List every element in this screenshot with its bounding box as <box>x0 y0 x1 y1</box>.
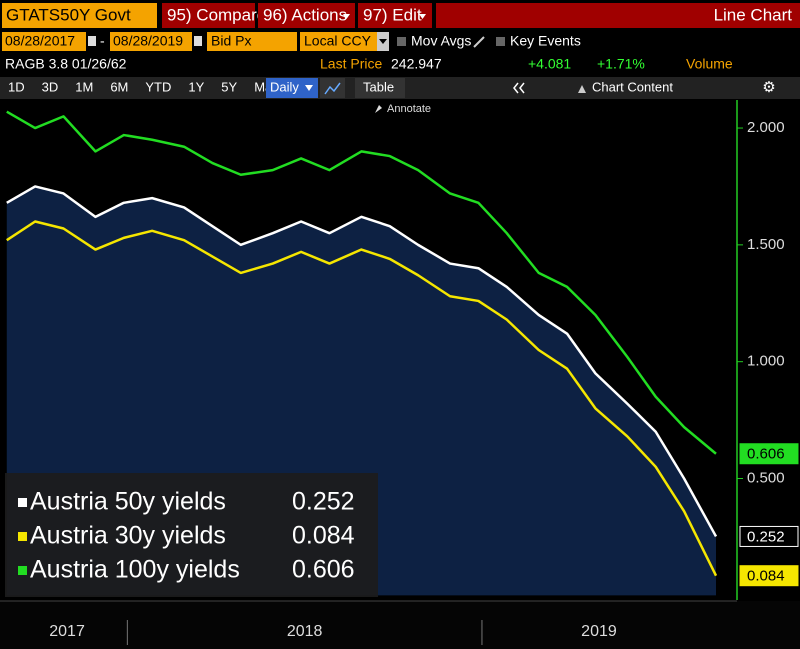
change: +4.081 <box>528 56 571 72</box>
last-value-label: 0.606 <box>747 446 785 463</box>
x-tick-label: 2019 <box>581 623 617 640</box>
last-value-box <box>739 525 799 547</box>
chart-content: Chart Content <box>592 79 673 94</box>
collapse-icon[interactable] <box>513 82 525 94</box>
line <box>6 110 717 455</box>
annotate[interactable]: Annotate <box>387 103 431 115</box>
last-value-box <box>739 565 799 587</box>
caret <box>343 14 350 19</box>
mov-avgs: Mov Avgs <box>411 33 471 49</box>
x-tick-label: 2018 <box>287 623 323 640</box>
frequency: Daily <box>270 79 299 94</box>
currency: Local CCY <box>304 33 372 49</box>
date-sep: - <box>100 33 105 49</box>
checkbox[interactable] <box>496 37 505 46</box>
last-price-label: Last Price <box>320 56 382 72</box>
security: GTATS50Y Govt <box>6 5 131 24</box>
caret <box>379 39 387 44</box>
actions: 96) Actions <box>263 5 347 24</box>
key-events: Key Events <box>510 33 581 49</box>
line <box>6 220 718 577</box>
calendar-icon[interactable] <box>88 36 96 46</box>
field: Bid Px <box>211 33 251 49</box>
x-axis-area <box>0 601 800 649</box>
legend-name: Austria 30y yields <box>30 522 226 550</box>
table-btn[interactable] <box>355 78 405 98</box>
end-date-box[interactable] <box>110 32 192 51</box>
view: Line Chart <box>714 5 793 24</box>
legend-value: 0.084 <box>292 522 355 550</box>
actions-btn[interactable] <box>258 3 355 28</box>
range-button[interactable]: 1D <box>8 79 25 94</box>
edit-btn[interactable] <box>358 3 432 28</box>
currency-box[interactable] <box>300 32 377 51</box>
settings-icon[interactable]: ⚙ <box>762 79 775 96</box>
security-box[interactable] <box>2 3 157 28</box>
last-value-label: 0.252 <box>747 528 785 545</box>
legend-swatch <box>18 532 27 541</box>
line-icon <box>324 82 341 95</box>
compare: 95) Compare <box>167 5 266 24</box>
checkbox[interactable] <box>397 37 406 46</box>
chart-type-btn[interactable] <box>320 78 345 98</box>
y-tick-label: 2.000 <box>747 119 785 136</box>
range-button[interactable]: 3D <box>42 79 59 94</box>
legend-value: 0.606 <box>292 556 355 584</box>
compare-btn[interactable] <box>162 3 255 28</box>
end-date: 08/28/2019 <box>113 33 183 49</box>
last-value-box <box>739 443 799 465</box>
start-date-box[interactable] <box>2 32 86 51</box>
caret <box>419 14 426 19</box>
range-buttons: 1D3D1M6MYTD1Y5YMax <box>8 79 279 94</box>
edit: 97) Edit <box>363 5 422 24</box>
y-tick-label: 1.500 <box>747 236 785 253</box>
range-button[interactable]: 1M <box>75 79 93 94</box>
frequency-btn[interactable] <box>266 78 318 98</box>
legend-swatch <box>18 566 27 575</box>
range-button[interactable]: YTD <box>145 79 171 94</box>
start-date: 08/28/2017 <box>5 33 75 49</box>
legend-name: Austria 100y yields <box>30 556 240 584</box>
volume: Volume <box>686 56 733 72</box>
legend-value: 0.252 <box>292 488 355 516</box>
y-tick-label: 1.000 <box>747 353 785 370</box>
range-button[interactable]: 1Y <box>188 79 204 94</box>
line <box>6 185 718 538</box>
field-box[interactable] <box>207 32 297 51</box>
annotate-icon <box>375 105 382 113</box>
ticker: RAGB 3.8 01/26/62 <box>5 56 127 72</box>
calendar-icon[interactable] <box>194 36 202 46</box>
pencil-icon <box>473 36 485 48</box>
caret <box>305 85 313 91</box>
legend-name: Austria 50y yields <box>30 488 226 516</box>
range-button[interactable]: 5Y <box>221 79 237 94</box>
chart-content-icon <box>578 85 586 93</box>
change-pct: +1.71% <box>597 56 645 72</box>
last-price: 242.947 <box>391 56 442 72</box>
table: Table <box>363 79 394 94</box>
y-tick-label: 0.500 <box>747 469 785 486</box>
range-button[interactable]: 6M <box>110 79 128 94</box>
view-bar <box>436 3 800 28</box>
legend-swatch <box>18 498 27 507</box>
last-value-label: 0.084 <box>747 568 785 585</box>
x-tick-label: 2017 <box>49 623 85 640</box>
legend <box>5 473 378 597</box>
